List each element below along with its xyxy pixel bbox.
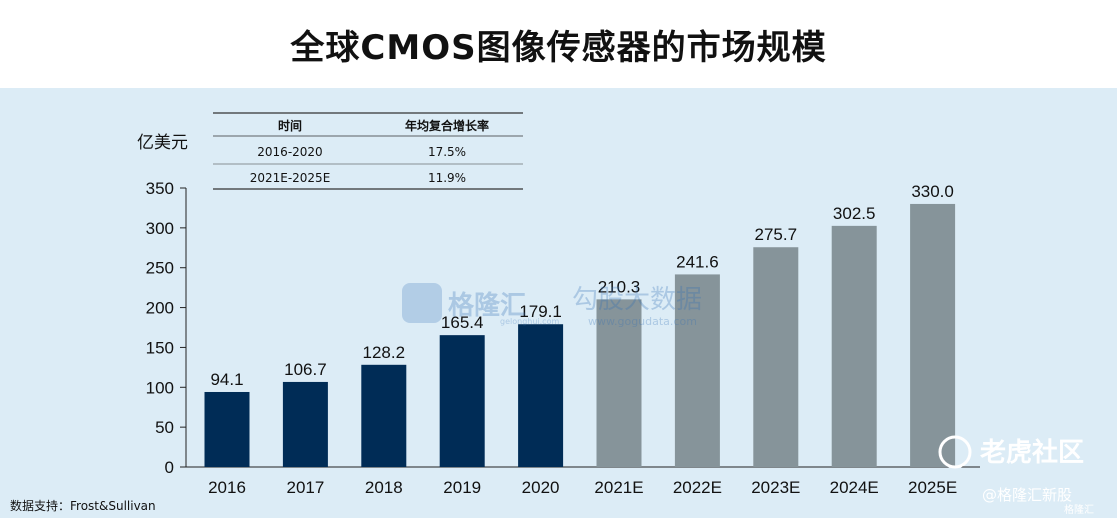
x-tick-label: 2019 bbox=[443, 478, 481, 497]
x-tick-label: 2020 bbox=[522, 478, 560, 497]
value-label: 94.1 bbox=[210, 370, 243, 389]
gelonghui-watermark: 格隆汇 gelonghui.com 勾股大数据 www.gogudata.com bbox=[402, 283, 702, 328]
watermark-community: 老虎社区 bbox=[980, 437, 1084, 468]
page-title: 全球CMOS图像传感器的市场规模 bbox=[290, 27, 827, 68]
value-label: 165.4 bbox=[441, 313, 484, 332]
bar-2025E bbox=[910, 203, 956, 467]
value-labels: 94.1 106.7 128.2 165.4 179.1 210.3 241.6 275.7 3… bbox=[210, 182, 953, 389]
x-tick-label: 2017 bbox=[286, 478, 324, 497]
y-tick-label: 350 bbox=[146, 179, 174, 198]
y-tick-label: 150 bbox=[146, 338, 174, 357]
y-axis-label: 亿美元 bbox=[137, 133, 188, 153]
title-bar: 全球CMOS图像传感器的市场规模 bbox=[0, 0, 1117, 88]
x-tick-label: 2025E bbox=[908, 478, 957, 497]
bar-2022E bbox=[674, 274, 720, 467]
y-tick-label: 300 bbox=[146, 219, 174, 238]
chart-area: 时间 年均复合增长率 2016-2020 17.5% 2021E-2025E 1… bbox=[0, 88, 1117, 518]
cagr-row-rate: 11.9% bbox=[428, 171, 466, 185]
watermark-brand: 格隆汇 bbox=[448, 290, 526, 321]
gelonghui-logo-icon bbox=[402, 283, 442, 323]
x-tick-label: 2018 bbox=[365, 478, 403, 497]
value-label: 128.2 bbox=[363, 343, 406, 362]
watermark-handle: @格隆汇新股 bbox=[982, 486, 1072, 504]
cagr-table: 时间 年均复合增长率 2016-2020 17.5% 2021E-2025E 1… bbox=[213, 112, 523, 190]
source-note: 数据支持：Frost&Sullivan bbox=[10, 499, 156, 513]
bar-2020 bbox=[518, 324, 564, 467]
x-tick-label: 2022E bbox=[673, 478, 722, 497]
bar-2019 bbox=[439, 335, 485, 467]
x-tick-label: 2016 bbox=[208, 478, 246, 497]
value-label: 241.6 bbox=[676, 252, 719, 271]
bar-2023E bbox=[753, 247, 799, 467]
watermark-brand-url: gelonghui.com bbox=[500, 317, 559, 326]
cagr-row-rate: 17.5% bbox=[428, 145, 466, 159]
bars bbox=[204, 203, 956, 467]
bar-2016 bbox=[204, 391, 250, 467]
cagr-header-rate: 年均复合增长率 bbox=[405, 118, 489, 133]
bar-2018 bbox=[361, 364, 407, 467]
watermark-tag: 格隆汇 bbox=[1064, 503, 1094, 516]
cagr-row-period: 2021E-2025E bbox=[250, 171, 331, 185]
watermark-data-url: www.gogudata.com bbox=[588, 315, 697, 328]
y-tick-label: 100 bbox=[146, 378, 174, 397]
value-label: 106.7 bbox=[284, 360, 327, 379]
y-tick-label: 250 bbox=[146, 259, 174, 278]
x-tick-label: 2024E bbox=[830, 478, 879, 497]
x-tick-label: 2021E bbox=[594, 478, 643, 497]
y-tick-label: 50 bbox=[155, 418, 174, 437]
x-ticks: 2016 2017 2018 2019 2020 2021E 2022E 2023E 2024E… bbox=[208, 478, 957, 497]
bar-2017 bbox=[282, 381, 328, 467]
value-label: 275.7 bbox=[755, 225, 798, 244]
y-tick-label: 200 bbox=[146, 299, 174, 318]
value-label: 210.3 bbox=[598, 277, 641, 296]
x-tick-label: 2023E bbox=[751, 478, 800, 497]
bar-chart: 时间 年均复合增长率 2016-2020 17.5% 2021E-2025E 1… bbox=[137, 112, 1094, 516]
cagr-row-period: 2016-2020 bbox=[257, 145, 322, 159]
watermark-data: 勾股大数据 bbox=[572, 285, 702, 315]
bar-2021E bbox=[596, 299, 642, 467]
cagr-header-period: 时间 bbox=[278, 118, 302, 133]
bar-2024E bbox=[831, 225, 877, 467]
tiger-watermark: 老虎社区 @格隆汇新股 格隆汇 bbox=[938, 435, 1094, 516]
y-tick-label: 0 bbox=[165, 458, 174, 477]
value-label: 179.1 bbox=[519, 302, 562, 321]
value-label: 302.5 bbox=[833, 204, 876, 223]
value-label: 330.0 bbox=[911, 182, 954, 201]
tiger-logo-icon bbox=[938, 435, 972, 469]
y-ticks: 0 50 100 150 200 250 300 350 bbox=[146, 179, 186, 477]
